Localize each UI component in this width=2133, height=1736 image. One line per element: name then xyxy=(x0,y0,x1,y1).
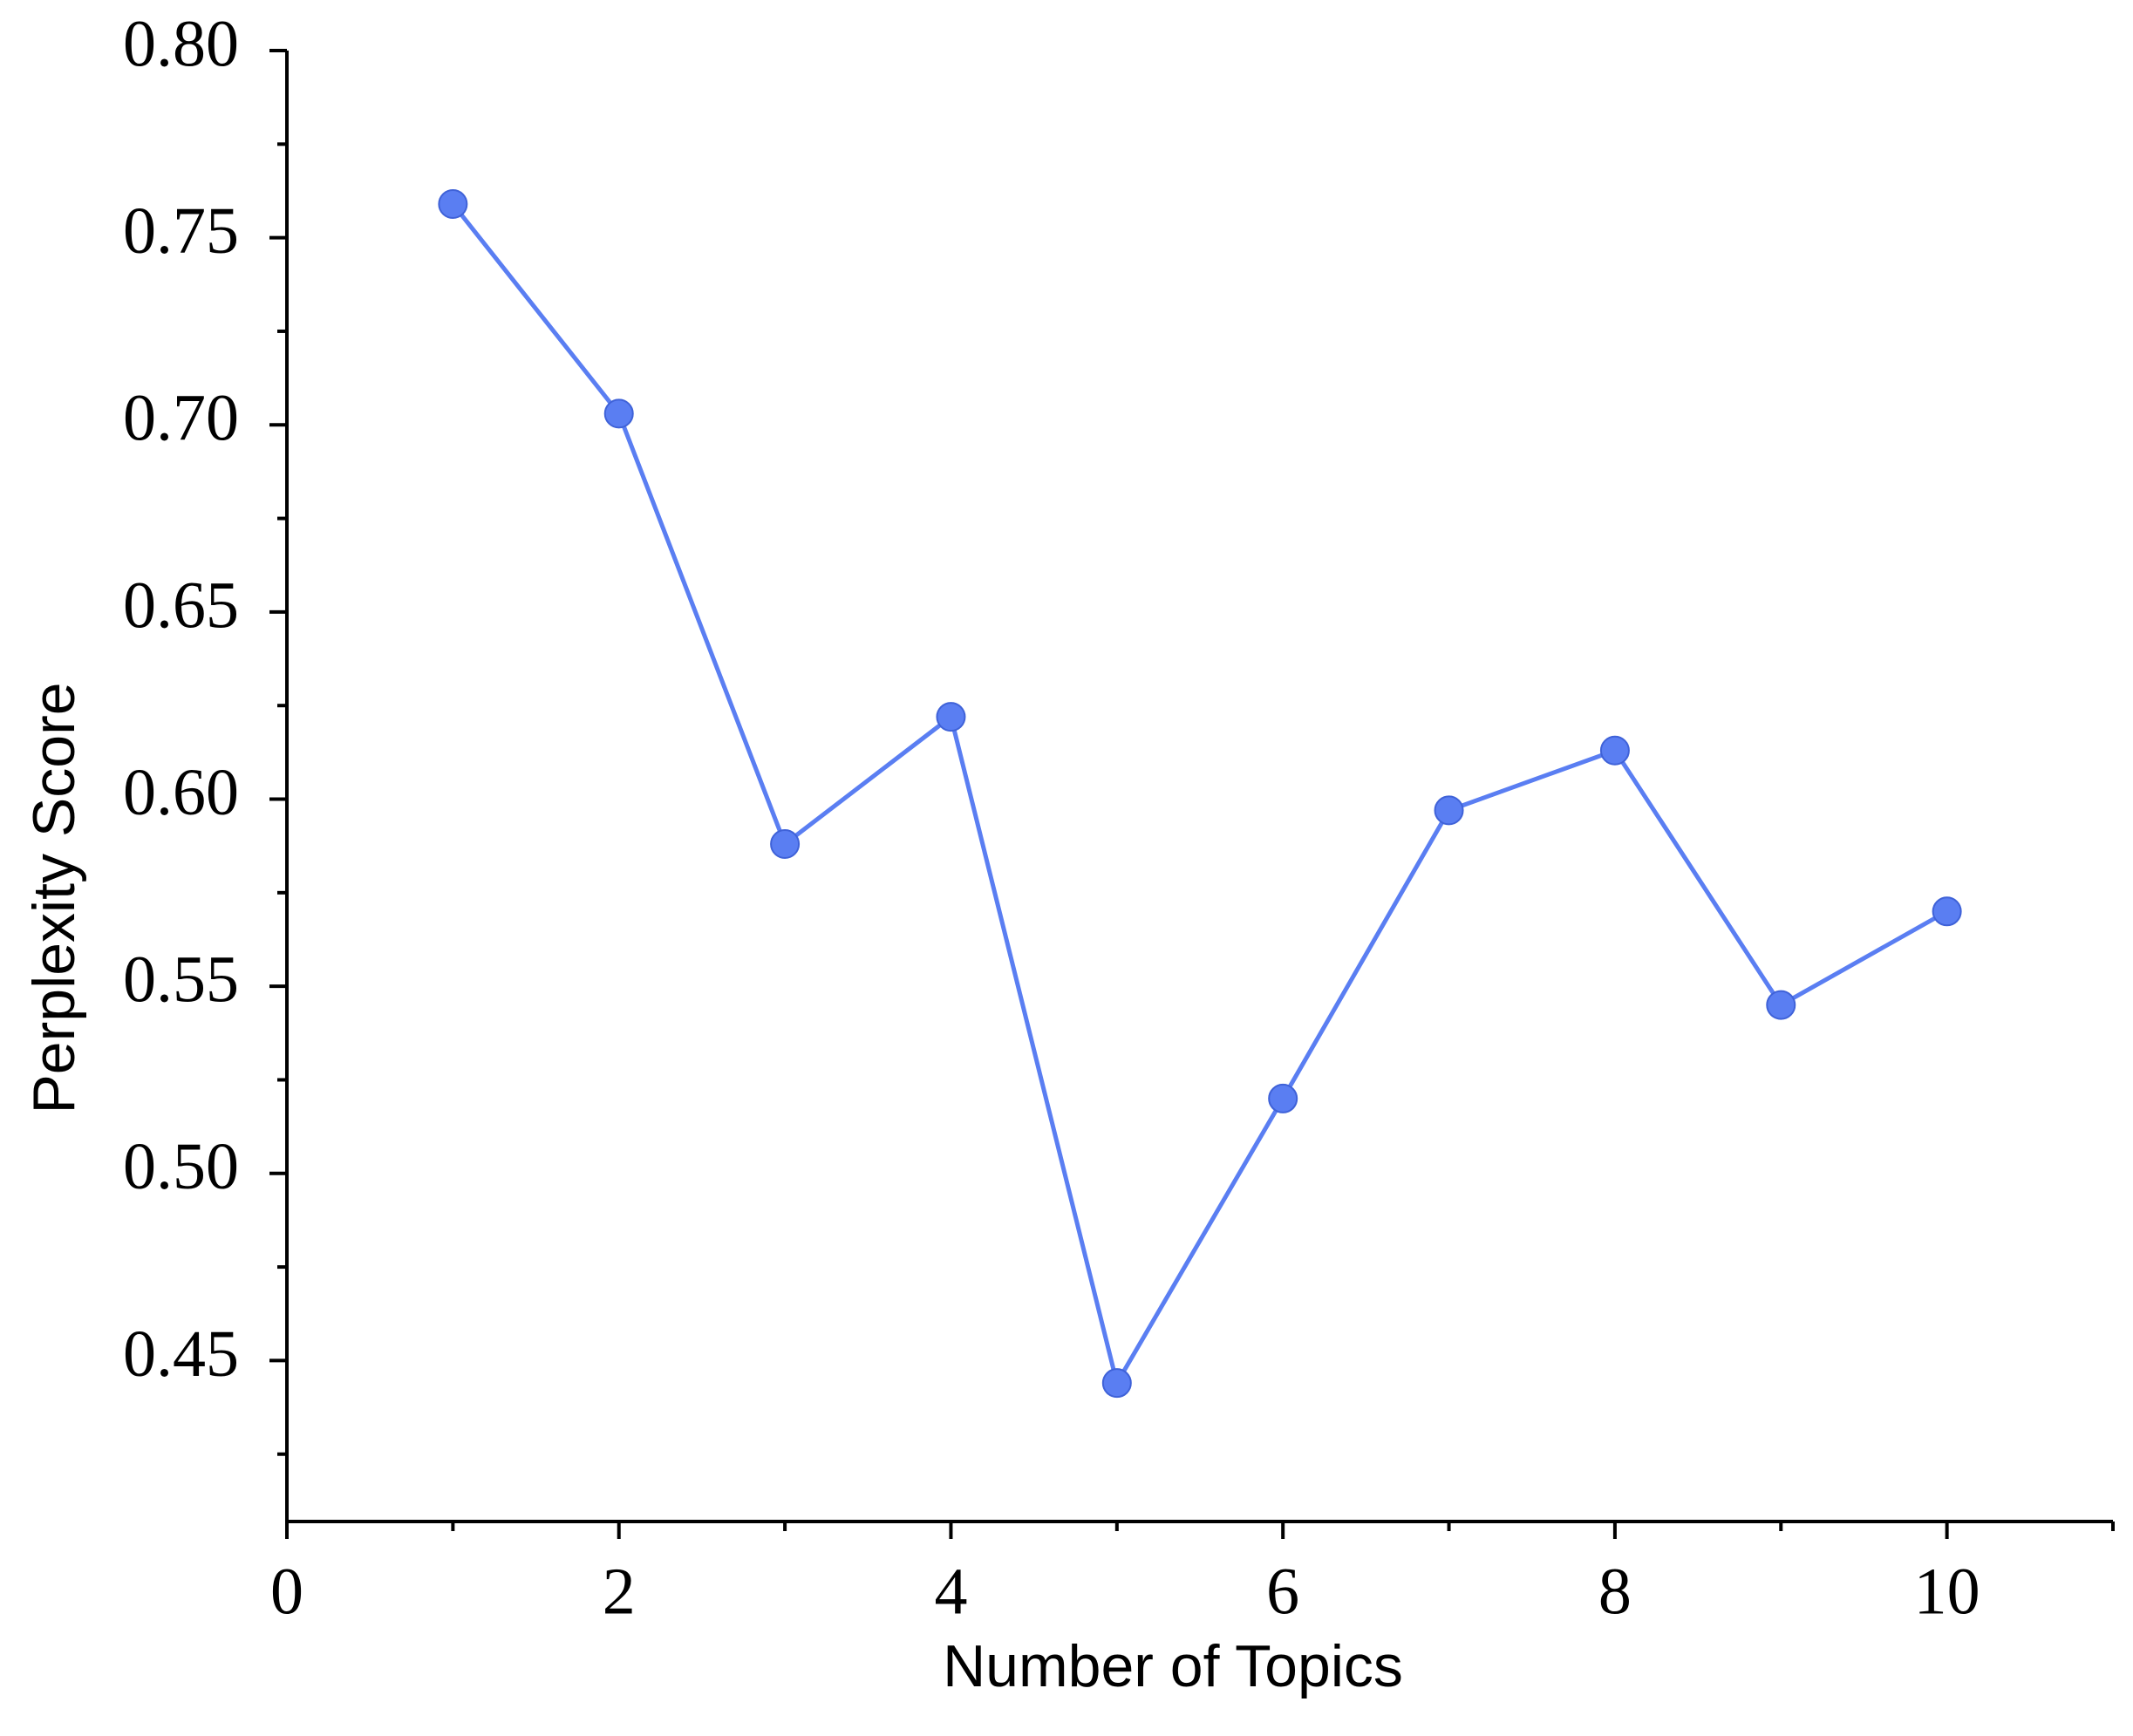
data-line xyxy=(451,202,1948,1389)
data-point xyxy=(1766,990,1796,1020)
x-tick-label: 4 xyxy=(934,1555,967,1628)
x-tick-label: 2 xyxy=(603,1555,636,1628)
data-point xyxy=(1101,1368,1132,1399)
y-tick-label: 0.75 xyxy=(123,194,239,268)
x-tick-label: 6 xyxy=(1266,1555,1299,1628)
x-tick-label: 8 xyxy=(1598,1555,1632,1628)
data-point xyxy=(770,829,801,860)
data-point xyxy=(603,398,634,429)
data-point xyxy=(1268,1083,1298,1113)
y-tick-label: 0.45 xyxy=(123,1317,239,1391)
x-tick-label: 10 xyxy=(1914,1555,1980,1628)
y-tick-label: 0.55 xyxy=(123,943,239,1017)
x-tick-label: 0 xyxy=(270,1555,303,1628)
y-tick-label: 0.80 xyxy=(123,7,239,80)
x-axis-title: Number of Topics xyxy=(943,1633,1403,1699)
y-tick-label: 0.70 xyxy=(123,382,239,455)
data-point xyxy=(1932,896,1962,927)
data-point xyxy=(1599,735,1630,766)
y-axis-title: Perplexity Score xyxy=(21,682,87,1113)
y-tick-label: 0.60 xyxy=(123,756,239,829)
y-tick-label: 0.50 xyxy=(123,1130,239,1203)
y-tick-label: 0.65 xyxy=(123,568,239,642)
data-point xyxy=(438,188,468,219)
data-point xyxy=(936,702,966,732)
data-point xyxy=(1434,795,1464,826)
